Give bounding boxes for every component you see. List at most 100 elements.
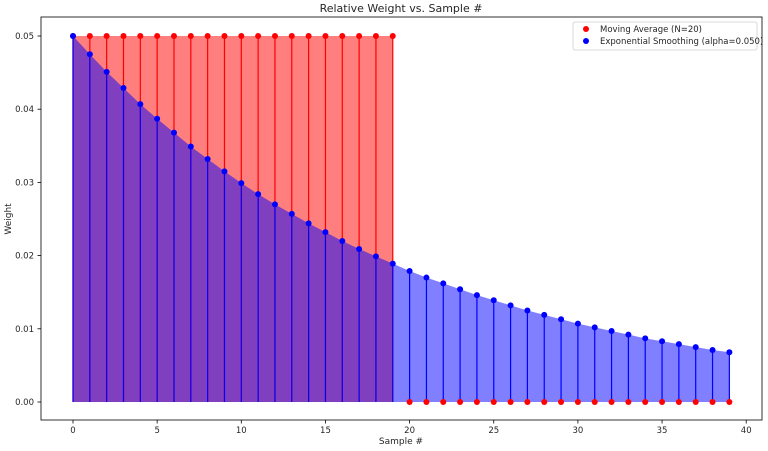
moving-average-point: [507, 399, 514, 405]
legend: Moving Average (N=20) Exponential Smooth…: [572, 21, 763, 51]
moving-average-point: [726, 399, 733, 405]
exponential-smoothing-point: [154, 115, 161, 122]
moving-average-point: [490, 399, 497, 405]
exponential-smoothing-point: [709, 347, 716, 354]
exponential-smoothing-point: [204, 155, 211, 162]
moving-average-point: [524, 399, 531, 405]
x-axis-ticks: 0 5 10 15 20 25 30 35 40: [70, 420, 752, 436]
y-tick-label: 0.05: [15, 32, 34, 42]
exponential-smoothing-point: [305, 220, 312, 227]
moving-average-point: [137, 33, 144, 39]
moving-average-point: [440, 399, 447, 405]
legend-box: [572, 21, 758, 51]
moving-average-point: [170, 33, 177, 39]
moving-average-point: [457, 399, 464, 405]
moving-average-point: [305, 33, 312, 39]
moving-average-point: [255, 33, 262, 39]
exponential-smoothing-point: [541, 311, 548, 318]
moving-average-point: [154, 33, 161, 39]
moving-average-point: [221, 33, 228, 39]
exponential-smoothing-point: [642, 335, 649, 342]
moving-average-point: [625, 399, 632, 405]
moving-average-point: [389, 33, 396, 39]
moving-average-point: [288, 33, 295, 39]
exponential-smoothing-point: [440, 280, 447, 287]
legend-label-exponential-smoothing: Exponential Smoothing (alpha=0.050): [600, 37, 763, 47]
y-tick-label: 0.00: [15, 398, 34, 408]
exponential-smoothing-point: [389, 260, 396, 267]
chart-title: Relative Weight vs. Sample #: [320, 2, 483, 15]
moving-average-point: [423, 399, 430, 405]
exponential-smoothing-point: [591, 324, 598, 331]
x-tick-label: 10: [236, 426, 247, 436]
moving-average-point: [356, 33, 363, 39]
y-tick-label: 0.03: [15, 178, 34, 188]
moving-average-point: [271, 33, 278, 39]
exponential-smoothing-point: [457, 286, 464, 293]
moving-average-point: [187, 33, 194, 39]
y-tick-label: 0.04: [15, 105, 34, 115]
exponential-smoothing-point: [524, 307, 531, 314]
x-tick-label: 5: [154, 426, 159, 436]
moving-average-point: [642, 399, 649, 405]
legend-marker-moving-average: [583, 26, 589, 32]
stems: [72, 36, 730, 402]
moving-average-point: [120, 33, 127, 39]
moving-average-point: [608, 399, 615, 405]
moving-average-point: [86, 33, 93, 39]
moving-average-point: [692, 399, 699, 405]
moving-average-point: [372, 33, 379, 39]
y-tick-label: 0.01: [15, 325, 34, 335]
moving-average-point: [238, 33, 245, 39]
y-tick-label: 0.02: [15, 252, 34, 262]
exponential-smoothing-point: [423, 274, 430, 281]
moving-average-point: [322, 33, 329, 39]
exponential-smoothing-point: [255, 191, 262, 198]
exponential-smoothing-point: [608, 327, 615, 334]
exponential-smoothing-point: [238, 180, 245, 187]
exponential-smoothing-point: [692, 344, 699, 351]
markers: [70, 33, 733, 405]
plot-frame: [40, 16, 763, 421]
exponential-smoothing-point: [372, 253, 379, 260]
x-tick-label: 35: [657, 426, 668, 436]
moving-average-point: [473, 399, 480, 405]
x-tick-label: 40: [741, 426, 752, 436]
x-tick-label: 20: [404, 426, 415, 436]
moving-average-point: [709, 399, 716, 405]
moving-average-point: [339, 33, 346, 39]
exponential-smoothing-point: [187, 143, 194, 150]
area-fills: [73, 36, 730, 402]
exponential-smoothing-point: [271, 201, 278, 208]
exponential-smoothing-point: [288, 210, 295, 217]
exponential-smoothing-point: [103, 68, 110, 75]
exponential-smoothing-point: [490, 297, 497, 304]
legend-marker-exponential-smoothing: [583, 38, 589, 44]
exponential-smoothing-point: [356, 246, 363, 253]
x-tick-label: 0: [70, 426, 75, 436]
exponential-smoothing-point: [221, 168, 228, 175]
exponential-smoothing-area: [73, 36, 730, 402]
exponential-smoothing-point: [406, 267, 413, 274]
y-axis-label: Weight: [4, 203, 14, 235]
exponential-smoothing-point: [339, 237, 346, 244]
exponential-smoothing-point: [137, 101, 144, 108]
exponential-smoothing-point: [675, 341, 682, 348]
moving-average-point: [103, 33, 110, 39]
moving-average-point: [591, 399, 598, 405]
exponential-smoothing-point: [120, 84, 127, 91]
exponential-smoothing-point: [574, 320, 581, 327]
exponential-smoothing-point: [170, 129, 177, 136]
exponential-smoothing-point: [507, 302, 514, 309]
exponential-smoothing-point: [625, 331, 632, 338]
exponential-smoothing-point: [70, 33, 76, 39]
moving-average-point: [541, 399, 548, 405]
x-tick-label: 15: [320, 426, 331, 436]
exponential-smoothing-point: [659, 338, 666, 345]
x-axis-label: Sample #: [379, 437, 423, 447]
moving-average-point: [406, 399, 413, 405]
x-tick-label: 25: [488, 426, 499, 436]
moving-average-point: [204, 33, 211, 39]
moving-average-point: [675, 399, 682, 405]
